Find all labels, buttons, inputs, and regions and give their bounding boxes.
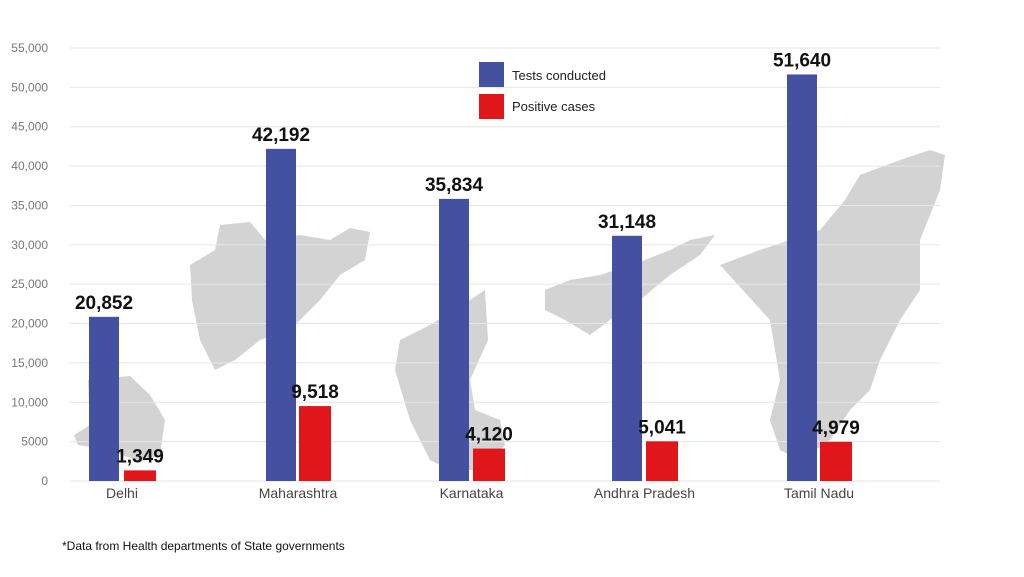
- bar-tests: [612, 235, 642, 481]
- tamil-nadu-map: [720, 150, 945, 460]
- bar-tests: [439, 198, 469, 482]
- bar-positive: [473, 448, 505, 481]
- bars: [89, 74, 852, 482]
- bar-positive: [646, 441, 678, 481]
- bar-tests: [787, 74, 817, 481]
- data-label: 4,120: [465, 425, 513, 446]
- y-tick-label: 30,000: [11, 238, 48, 252]
- data-label: 42,192: [252, 125, 310, 146]
- y-tick-label: 20,000: [11, 317, 48, 331]
- data-label: 51,640: [773, 50, 831, 71]
- y-tick-label: 15,000: [11, 356, 48, 370]
- bar-tests: [89, 316, 119, 481]
- legend-swatch-positive: [479, 94, 504, 119]
- data-label: 4,979: [812, 418, 860, 439]
- data-label: 20,852: [75, 293, 133, 314]
- category-label: Andhra Pradesh: [594, 485, 695, 501]
- bar-positive: [299, 406, 331, 481]
- legend: Tests conducted Positive cases: [479, 62, 606, 119]
- data-label: 9,518: [291, 382, 339, 403]
- y-tick-label: 55,000: [11, 41, 48, 55]
- category-label: Delhi: [106, 485, 138, 501]
- category-label: Tamil Nadu: [784, 485, 854, 501]
- footnote: *Data from Health departments of State g…: [62, 539, 345, 553]
- y-tick-label: 45,000: [11, 120, 48, 134]
- y-tick-label: 35,000: [11, 198, 48, 212]
- y-tick-label: 50,000: [11, 80, 48, 94]
- bar-positive: [820, 441, 852, 481]
- y-tick-label: 40,000: [11, 159, 48, 173]
- data-label: 1,349: [116, 446, 164, 467]
- y-tick-label: 25,000: [11, 277, 48, 291]
- legend-swatch-tests: [479, 62, 504, 87]
- y-tick-label: 5000: [21, 435, 48, 449]
- y-axis-ticks: 0 5000 10,000 15,000 20,000 25,000 30,000 35,00…: [11, 41, 48, 488]
- legend-label-positive: Positive cases: [512, 99, 596, 114]
- bar-tests: [266, 148, 296, 481]
- category-label: Karnataka: [440, 485, 504, 501]
- data-label: 35,834: [425, 175, 484, 196]
- bar-positive: [124, 470, 156, 481]
- category-labels: Delhi Maharashtra Karnataka Andhra Pradesh T…: [106, 485, 854, 501]
- y-tick-label: 0: [41, 474, 48, 488]
- legend-label-tests: Tests conducted: [512, 68, 606, 83]
- y-tick-label: 10,000: [11, 395, 48, 409]
- data-labels: 20,852 1,349 42,192 9,518 35,834 4,120 31,148 5…: [75, 50, 860, 467]
- data-label: 31,148: [598, 212, 656, 233]
- category-label: Maharashtra: [259, 485, 338, 501]
- data-label: 5,041: [638, 417, 686, 438]
